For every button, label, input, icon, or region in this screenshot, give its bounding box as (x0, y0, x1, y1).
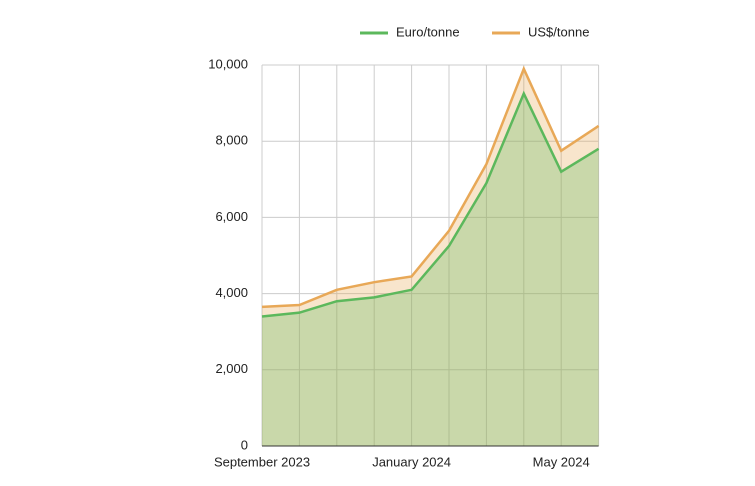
y-tick-label: 2,000 (215, 361, 248, 376)
area (262, 68, 599, 446)
y-tick-label: 0 (241, 437, 248, 452)
x-tick-label: September 2023 (214, 454, 310, 469)
line (261, 65, 600, 309)
y-tick-label: 6,000 (215, 209, 248, 224)
x-tick-label: January 2024 (372, 454, 451, 469)
legend-label: US$/tonne (528, 24, 589, 39)
y-tick-label: 4,000 (215, 285, 248, 300)
y-tick-label: 8,000 (215, 133, 248, 148)
line (261, 90, 600, 318)
y-tick-label: 10,000 (208, 56, 248, 71)
x-tick-label: May 2024 (533, 454, 590, 469)
legend-label: Euro/tonne (396, 24, 460, 39)
